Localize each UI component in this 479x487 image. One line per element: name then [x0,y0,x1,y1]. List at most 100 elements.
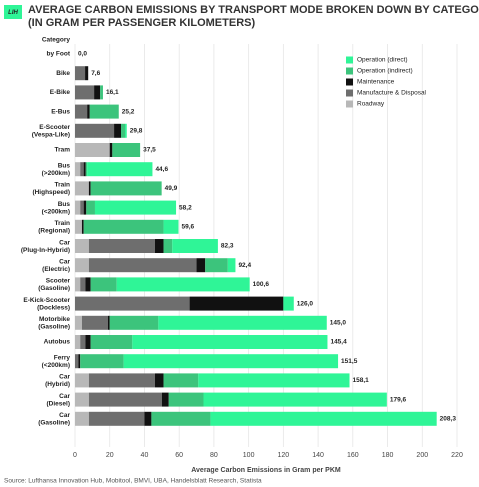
bar-segment [125,123,127,138]
total-label: 37,5 [143,147,156,154]
total-label: 126,0 [297,300,314,307]
y-tick-label: Train (Regional) [38,220,70,235]
bar-segment [154,373,164,388]
x-axis-label: Average Carbon Emissions in Gram per PKM [191,467,341,474]
total-label: 100,6 [253,281,270,288]
bar-segment [196,258,206,273]
total-label: 179,6 [390,396,407,403]
bar-segment [163,373,199,388]
bar-segment [75,123,115,138]
legend-label: Roadway [357,101,385,108]
y-tick-label: Autobus [44,339,71,346]
legend-label: Operation (indirect) [357,68,413,75]
bar-segment [83,162,86,177]
total-label: 158,1 [353,377,370,384]
bar-segment [205,258,228,273]
bar-segment [75,66,86,81]
logo-box [4,5,22,19]
bar-segment [100,85,103,100]
bar-segment [283,296,294,311]
total-label: 145,0 [330,320,347,327]
bar-segment [90,181,162,196]
bar-segment [189,296,284,311]
total-label: 25,2 [122,108,135,115]
bar-segment [78,354,81,369]
bar-segment [80,200,84,215]
total-label: 49,9 [165,185,178,192]
y-tick-label: Ferry (<200km) [42,354,71,369]
bar-segment [75,200,81,215]
x-tick-label: 220 [451,452,463,459]
bar-segment [158,315,327,330]
category-header: Category [42,37,71,44]
y-tick-label: Motorbike (Gasoline) [38,316,70,331]
total-label: 7,6 [91,70,100,77]
bar-segment [85,277,91,292]
bar-segment [87,162,153,177]
y-tick-label: Car (Hybrid) [45,373,70,388]
x-tick-label: 100 [243,452,255,459]
legend-label: Manufacture & Disposal [357,90,427,97]
bar-segment [88,258,197,273]
bar-segment [112,143,141,157]
total-label: 145,4 [330,339,347,346]
bar-segment [75,219,82,234]
bar-segment [85,66,89,81]
bar-segment [88,181,91,196]
bar-segment [75,277,81,292]
y-tick-label: E-Bike [50,89,71,96]
bar-segment [168,392,204,407]
y-tick-label: Bus (<200km) [42,201,71,216]
bar-segment [80,162,84,177]
bar-segment [107,315,110,330]
x-tick-label: 80 [210,452,218,459]
y-tick-label: by Foot [47,51,71,58]
bar-segment [81,219,84,234]
y-tick-label: Tram [54,147,70,154]
bar-segment [163,239,173,253]
bar-segment [154,239,164,253]
x-tick-label: 180 [382,452,394,459]
y-tick-label: Car (Gasoline) [38,412,70,427]
x-tick-label: 60 [175,452,183,459]
x-tick-label: 40 [141,452,149,459]
bar-segment [85,162,88,177]
bar-segment [75,85,95,100]
bar-segment [75,392,89,407]
bar-segment [109,315,159,330]
bar-segment [88,392,162,407]
bar-segment [94,200,177,215]
bar-segment [81,315,108,330]
bar-segment [151,411,211,426]
y-tick-label: E-Scooter (Vespa-Like) [32,124,71,139]
bar-segment [90,335,133,349]
bar-segment [75,181,89,196]
source: Source: Lufthansa Innovation Hub, Mobito… [4,478,262,485]
x-tick-label: 160 [347,452,359,459]
total-label: 16,1 [106,89,119,96]
bar-segment [75,296,190,311]
bar-segment [75,373,89,388]
bar-segment [114,123,122,138]
bar-segment [94,85,101,100]
total-label: 59,6 [181,224,194,231]
bar-segment [90,277,117,292]
legend-swatch [346,67,353,75]
total-label: 151,5 [341,358,358,365]
x-tick-label: 20 [106,452,114,459]
bar-segment [83,219,164,234]
bar-segment [88,411,145,426]
x-tick-label: 120 [278,452,290,459]
y-tick-label: E-Bus [51,108,70,115]
legend-swatch [346,56,353,64]
y-tick-label: Scooter (Gasoline) [38,277,70,292]
legend-label: Maintenance [357,79,395,86]
bar-segment [116,277,250,292]
bar-segment [80,335,86,349]
bar-segment [83,200,87,215]
bar-segment [75,315,82,330]
bar-segment [198,373,350,388]
x-tick-label: 140 [312,452,324,459]
bar-segment [80,354,124,369]
